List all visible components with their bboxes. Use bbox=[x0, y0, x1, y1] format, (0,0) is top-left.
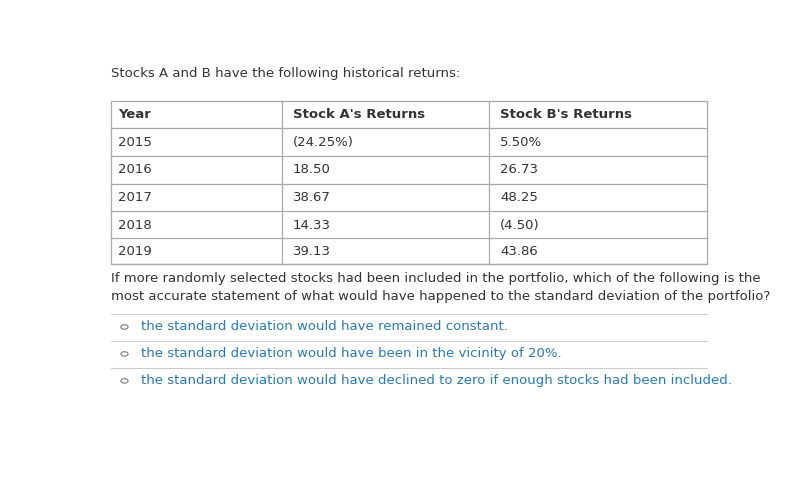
Text: 48.25: 48.25 bbox=[500, 191, 538, 204]
Text: Stocks A and B have the following historical returns:: Stocks A and B have the following histor… bbox=[111, 67, 460, 80]
Text: Stock B's Returns: Stock B's Returns bbox=[500, 108, 632, 121]
Bar bbox=[111, 102, 707, 264]
Text: If more randomly selected stocks had been included in the portfolio, which of th: If more randomly selected stocks had bee… bbox=[111, 272, 770, 303]
Text: 2015: 2015 bbox=[118, 136, 152, 148]
Text: 2018: 2018 bbox=[118, 219, 152, 232]
Text: 26.73: 26.73 bbox=[500, 163, 538, 176]
Text: the standard deviation would have been in the vicinity of 20%.: the standard deviation would have been i… bbox=[140, 347, 561, 360]
Text: (4.50): (4.50) bbox=[500, 219, 539, 232]
Text: 39.13: 39.13 bbox=[293, 245, 330, 258]
Text: 2017: 2017 bbox=[118, 191, 152, 204]
Text: 43.86: 43.86 bbox=[500, 245, 538, 258]
Text: 5.50%: 5.50% bbox=[500, 136, 542, 148]
Text: 2016: 2016 bbox=[118, 163, 152, 176]
Text: the standard deviation would have declined to zero if enough stocks had been inc: the standard deviation would have declin… bbox=[140, 375, 732, 388]
Text: the standard deviation would have remained constant.: the standard deviation would have remain… bbox=[140, 320, 508, 333]
Text: (24.25%): (24.25%) bbox=[293, 136, 354, 148]
Text: Year: Year bbox=[118, 108, 151, 121]
Text: 18.50: 18.50 bbox=[293, 163, 330, 176]
Text: 2019: 2019 bbox=[118, 245, 152, 258]
Text: Stock A's Returns: Stock A's Returns bbox=[293, 108, 425, 121]
Text: 14.33: 14.33 bbox=[293, 219, 330, 232]
Text: 38.67: 38.67 bbox=[293, 191, 330, 204]
